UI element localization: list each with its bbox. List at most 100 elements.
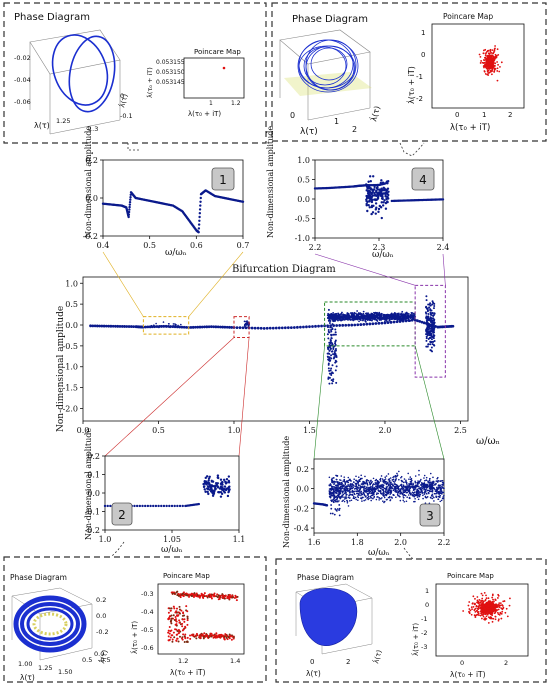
data-point <box>320 324 323 328</box>
data-point <box>398 478 400 481</box>
data-point <box>375 483 377 485</box>
poincare-point <box>494 62 497 65</box>
data-point <box>355 498 357 501</box>
poincare-point <box>178 631 181 634</box>
poincare-point <box>172 614 175 617</box>
poincare-xlabel: λ(τ₀ + iT) <box>170 668 206 677</box>
data-point <box>430 481 432 483</box>
data-point <box>343 478 346 481</box>
data-point <box>209 325 213 329</box>
y-tick-label: -0.1 <box>85 508 100 517</box>
data-point <box>385 481 388 483</box>
data-point <box>406 487 409 490</box>
data-point <box>390 488 392 490</box>
data-point <box>415 491 418 494</box>
poincare-ylabel: λ̇(τ₀ + iT) <box>406 66 416 104</box>
poincare-point <box>212 595 215 598</box>
data-point <box>427 317 430 320</box>
data-point <box>421 490 423 492</box>
data-point <box>368 206 371 209</box>
data-point <box>334 491 337 494</box>
data-point <box>387 496 390 499</box>
x-tick-label: 2.2 <box>309 243 322 252</box>
x-tick-label: 2.5 <box>454 426 467 435</box>
data-point <box>370 314 373 317</box>
y-tick-label: -1.0 <box>63 363 78 372</box>
poincare-point <box>170 619 173 622</box>
data-point <box>381 486 383 489</box>
data-point <box>418 474 420 476</box>
data-point <box>429 496 432 499</box>
data-point <box>330 504 333 506</box>
poincare-point <box>170 617 173 620</box>
poincare-point <box>484 73 487 75</box>
data-point <box>372 477 375 480</box>
poincare-point <box>203 635 206 638</box>
poincare-point <box>508 604 511 607</box>
data-point <box>327 328 330 331</box>
data-point <box>207 482 211 486</box>
data-point <box>351 318 354 321</box>
data-point <box>434 484 436 486</box>
data-point <box>429 334 432 337</box>
data-point <box>398 495 401 498</box>
data-point <box>418 485 420 488</box>
data-point <box>361 496 364 499</box>
data-point <box>414 481 417 484</box>
data-point <box>428 479 431 482</box>
poincare-point <box>172 631 175 634</box>
data-point <box>331 494 334 497</box>
x-tick-label: 0.4 <box>97 241 110 250</box>
data-point <box>406 496 408 499</box>
y-tick-label: 0.0 <box>87 489 100 498</box>
data-point <box>404 485 407 488</box>
data-point <box>330 329 333 332</box>
data-point <box>357 476 360 479</box>
poincare-point <box>483 70 486 72</box>
data-point <box>347 496 350 499</box>
poincare-point <box>470 613 473 616</box>
data-point <box>439 491 441 493</box>
data-point <box>351 485 354 487</box>
x-tick-label: 0.6 <box>190 241 203 250</box>
data-point <box>197 223 201 226</box>
data-point <box>333 356 336 359</box>
y-tick-label: -0.4 <box>294 524 309 533</box>
poincare-point <box>226 596 229 599</box>
data-point <box>376 184 379 187</box>
data-point <box>336 474 338 477</box>
data-point <box>95 324 99 328</box>
data-point <box>344 482 347 485</box>
data-point <box>409 319 412 322</box>
data-point <box>350 499 353 502</box>
data-point <box>230 326 234 329</box>
data-point <box>364 319 366 322</box>
data-point <box>368 322 372 326</box>
data-point <box>343 496 345 499</box>
data-point <box>402 481 405 484</box>
arrow-connectors-top <box>127 142 425 157</box>
data-point <box>438 484 440 486</box>
data-point <box>380 321 384 325</box>
data-point <box>377 496 379 498</box>
data-point <box>385 197 388 200</box>
data-point <box>348 494 350 497</box>
data-point <box>398 485 400 487</box>
data-point <box>180 323 182 326</box>
poincare-point <box>492 58 495 60</box>
data-point <box>337 319 339 322</box>
data-point <box>161 325 164 327</box>
data-point <box>355 475 357 478</box>
data-point <box>358 494 360 496</box>
data-point <box>238 326 242 330</box>
data-point <box>423 479 426 482</box>
data-point <box>328 356 331 359</box>
data-point <box>333 480 336 483</box>
data-point <box>389 477 392 479</box>
data-point <box>326 333 329 336</box>
data-point <box>439 500 442 503</box>
data-point <box>425 329 428 332</box>
data-point <box>374 212 377 215</box>
poincare-point <box>167 639 170 642</box>
data-point <box>392 476 394 479</box>
